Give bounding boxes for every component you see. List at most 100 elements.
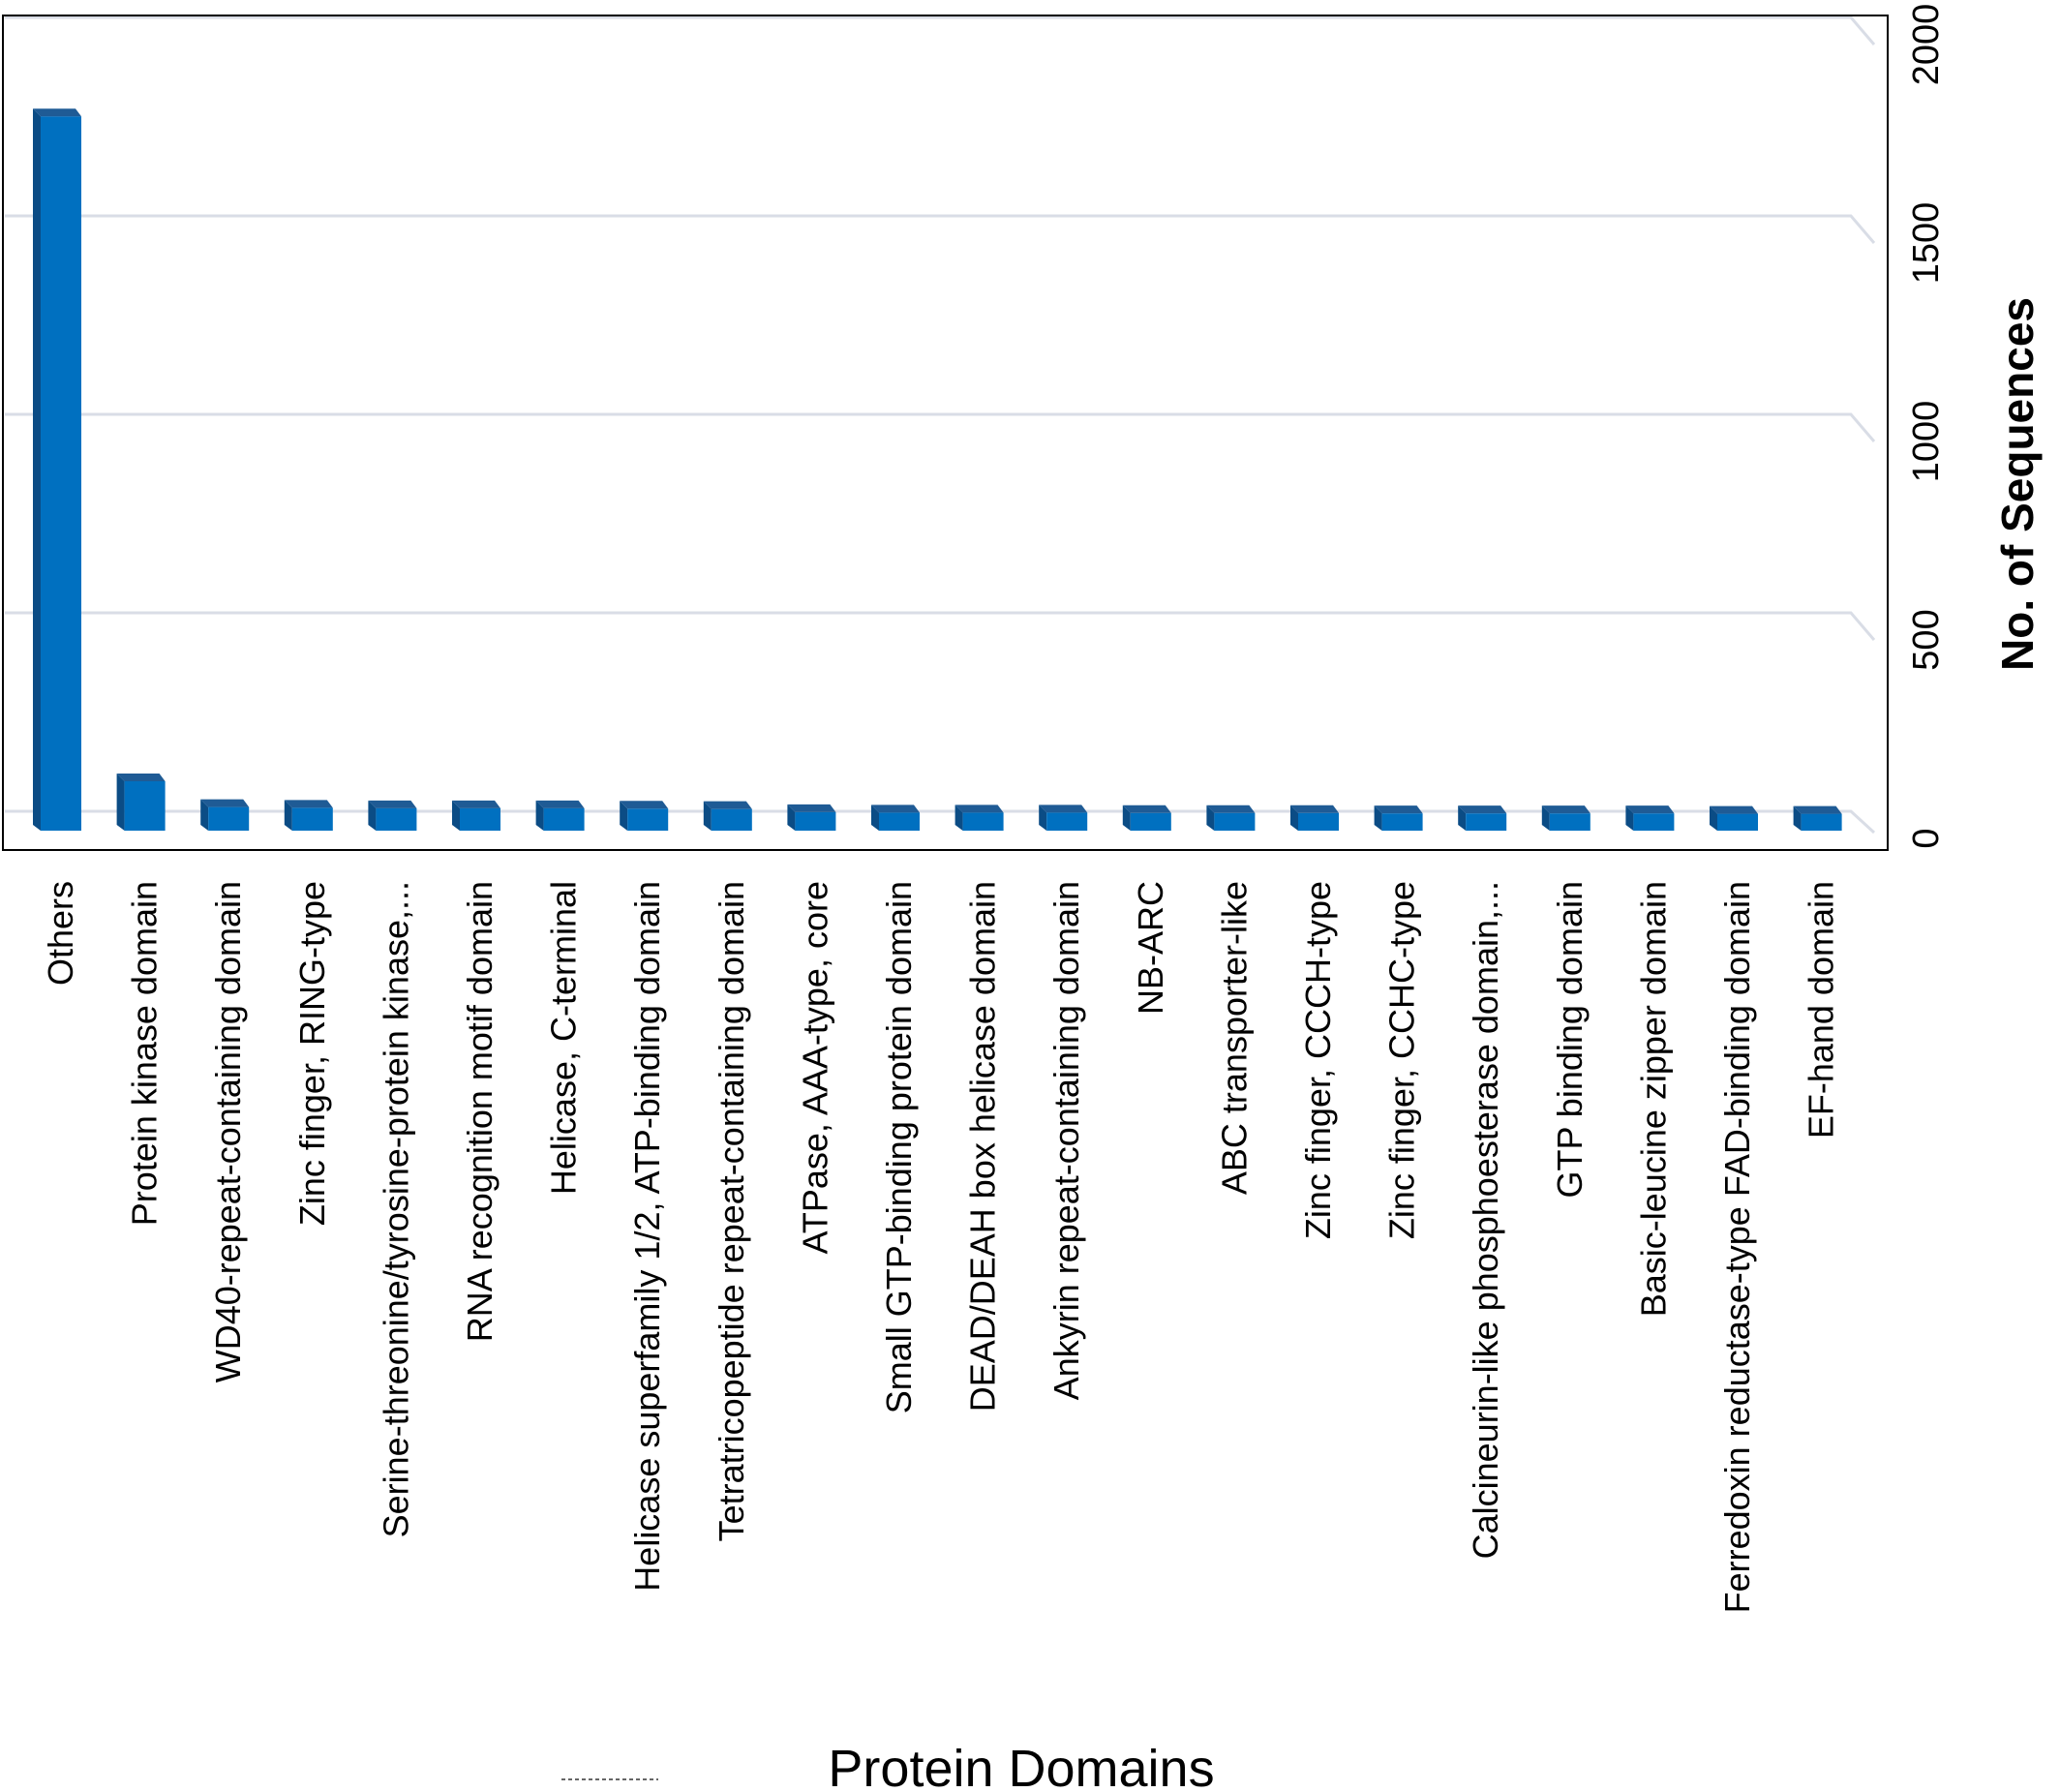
bar-side: [1122, 805, 1131, 831]
bar-side: [871, 805, 879, 831]
bar: [954, 805, 1004, 831]
bar-front: [1717, 813, 1758, 831]
bar: [452, 800, 500, 831]
gridline: [5, 611, 1876, 641]
bar-front: [1549, 813, 1590, 831]
bar-front: [1633, 813, 1675, 831]
bar-side: [1541, 805, 1550, 831]
bar-front: [1466, 813, 1507, 831]
bar-front: [1801, 813, 1842, 831]
bar-side: [33, 108, 41, 831]
bar-top: [1710, 805, 1758, 814]
gridline: [5, 15, 1876, 46]
plot-frame: [2, 15, 1889, 851]
bar-front: [376, 807, 417, 831]
bar-side: [535, 800, 544, 831]
category-label: WD40-repeat-containing domain: [208, 881, 248, 1382]
category-label: Zinc finger, CCCH-type: [1298, 881, 1338, 1239]
bar-top: [33, 108, 81, 117]
bar-side: [452, 800, 460, 831]
bar-front: [1130, 812, 1171, 831]
category-label: DEAD/DEAH box helicase domain: [963, 881, 1003, 1412]
bar: [703, 801, 752, 831]
bar-front: [1381, 813, 1423, 831]
category-label: Protein kinase domain: [125, 881, 165, 1226]
bar-top: [535, 800, 585, 808]
bar-top: [703, 801, 752, 809]
bar: [1039, 805, 1088, 831]
bar-side: [1039, 805, 1047, 831]
bar: [1122, 805, 1171, 831]
bar-top: [787, 804, 836, 812]
bar-front: [711, 808, 752, 831]
bar-front: [1046, 812, 1088, 831]
category-label: Basic-leucine zipper domain: [1633, 881, 1673, 1317]
bar-side: [116, 773, 125, 831]
bar-front: [795, 811, 836, 831]
category-label: NB-ARC: [1131, 881, 1170, 1015]
bar-top: [1541, 805, 1590, 814]
bar: [1290, 805, 1339, 831]
bar: [620, 801, 669, 831]
bar-front: [543, 807, 585, 831]
bar: [1625, 805, 1675, 831]
bar: [284, 800, 333, 831]
bar-top: [954, 805, 1004, 813]
category-label: GTP binding domain: [1550, 881, 1590, 1199]
bar-top: [1122, 805, 1171, 813]
category-label: Serine-threonine/tyrosine-protein kinase…: [376, 881, 415, 1537]
bar: [33, 108, 81, 831]
bar-top: [284, 800, 333, 808]
category-label: RNA recognition motif domain: [460, 881, 500, 1342]
bar: [787, 804, 836, 831]
bar: [116, 773, 166, 831]
bar: [535, 800, 585, 831]
bar-top: [1374, 805, 1423, 814]
y-tick-label: 1500: [1906, 202, 1947, 285]
bar-front: [1298, 812, 1339, 831]
category-label: Others: [41, 881, 80, 986]
bar-side: [954, 805, 963, 831]
gridlines: [5, 15, 1876, 835]
bar-top: [1625, 805, 1675, 814]
bar: [200, 799, 250, 831]
y-tick-label: 0: [1906, 828, 1947, 848]
category-label: Helicase, C-terminal: [544, 881, 584, 1195]
bar-side: [787, 804, 796, 831]
bar-side: [1793, 805, 1802, 831]
bar-top: [871, 805, 920, 813]
gridline: [5, 412, 1876, 442]
bar-side: [1374, 805, 1382, 831]
bar: [871, 805, 920, 831]
x-axis-title: Protein Domains: [828, 1740, 1214, 1792]
bar: [1458, 805, 1507, 831]
bar-side: [1625, 805, 1634, 831]
bar-side: [1710, 805, 1717, 831]
bar-front: [962, 812, 1004, 831]
bar-top: [1458, 805, 1507, 814]
category-label: ABC transporter-like: [1214, 881, 1254, 1195]
y-axis-title: No. of Sequences: [1992, 297, 2043, 671]
category-labels: Others Protein kinase domain WD40-repeat-c…: [41, 881, 1841, 1613]
bar-side: [1458, 805, 1467, 831]
category-label: Tetratricopeptide repeat-containing doma…: [712, 881, 751, 1541]
y-tick-label: 500: [1906, 609, 1947, 670]
bar: [1374, 805, 1423, 831]
bar-top: [1206, 805, 1256, 813]
bar: [1710, 805, 1758, 831]
bar-top: [452, 800, 500, 808]
bar-front: [41, 116, 81, 831]
y-tick-label: 1000: [1906, 401, 1947, 483]
bar-top: [200, 799, 250, 807]
bar-front: [460, 807, 500, 831]
bar-top: [368, 800, 417, 808]
bar: [368, 800, 417, 831]
bar-top: [116, 773, 166, 781]
category-label: Helicase superfamily 1/2, ATP-binding do…: [627, 881, 667, 1592]
bar-top: [1793, 805, 1842, 814]
category-label: Zinc finger, CCHC-type: [1382, 881, 1422, 1239]
y-tick-labels: 0 500 1000 1500 2000: [1906, 4, 1947, 849]
gridline: [5, 214, 1876, 244]
category-label: Zinc finger, RING-type: [292, 881, 332, 1226]
bar-front: [1214, 812, 1256, 831]
